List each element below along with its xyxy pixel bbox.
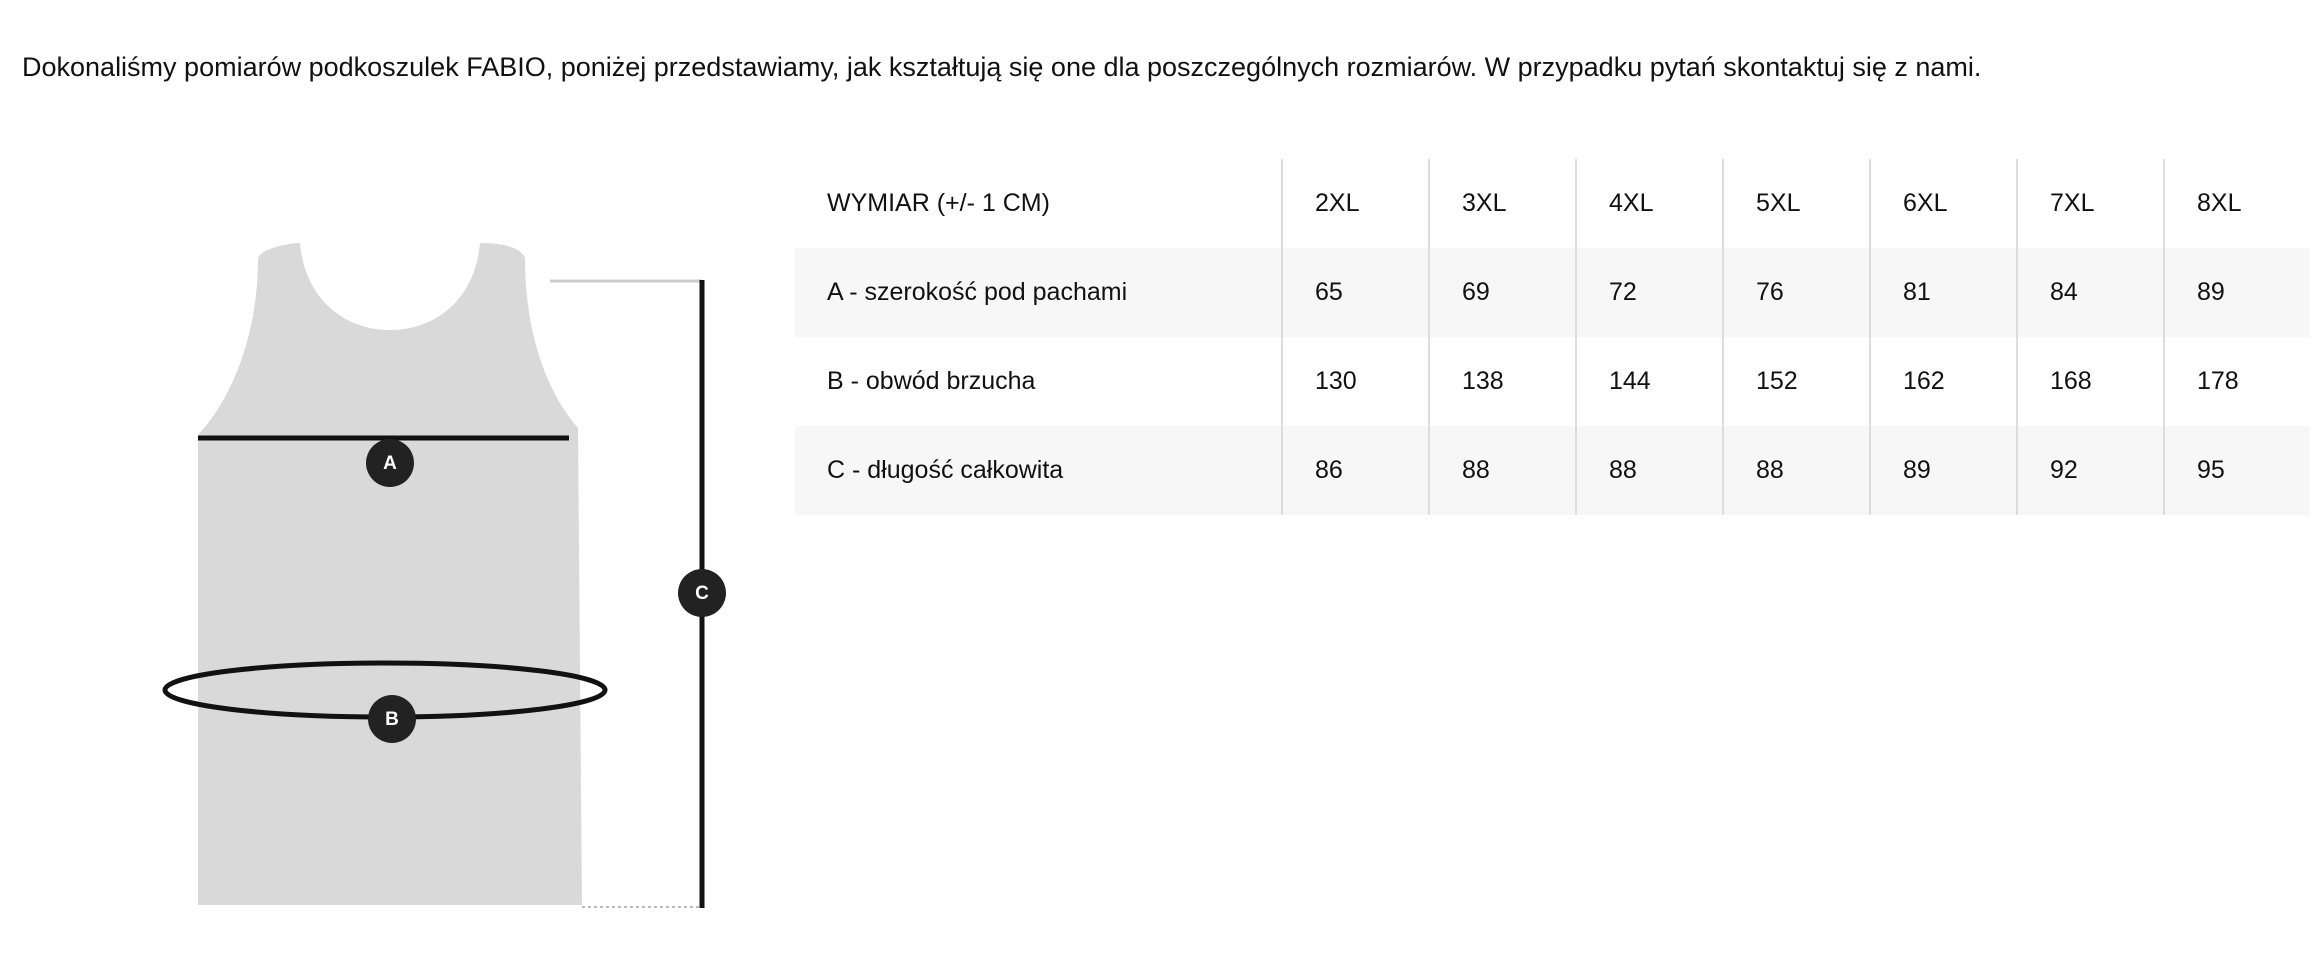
table-cell: 162 — [1869, 337, 2017, 426]
table-cell: 69 — [1428, 248, 1576, 337]
table-cell: 2XL — [1281, 159, 1429, 248]
table-cell: 88 — [1575, 426, 1723, 515]
badge-a — [366, 439, 414, 487]
table-cell: 6XL — [1869, 159, 2017, 248]
label-c: C — [695, 583, 709, 604]
label-b: B — [385, 709, 399, 730]
table-cell: 88 — [1722, 426, 1870, 515]
label-a: A — [383, 453, 397, 474]
table-cell: 81 — [1869, 248, 2017, 337]
table-cell: 84 — [2016, 248, 2164, 337]
size-diagram: A B C — [162, 243, 726, 908]
table-row: B - obwód brzucha 130 138 144 152 162 168 178 — [795, 337, 2310, 426]
tank-top — [198, 243, 582, 905]
table-cell: 130 — [1281, 337, 1429, 426]
table-cell: 4XL — [1575, 159, 1723, 248]
table-row: C - długość całkowita 86 88 88 88 89 92 95 — [795, 426, 2310, 515]
badge-b — [368, 695, 416, 743]
table-cell: 8XL — [2163, 159, 2310, 248]
size-table: WYMIAR (+/- 1 CM) 2XL 3XL 4XL 5XL 6XL 7XL 8XL A … — [795, 159, 2310, 515]
table-cell: 152 — [1722, 337, 1870, 426]
table-cell: 76 — [1722, 248, 1870, 337]
table-cell: 168 — [2016, 337, 2164, 426]
table-cell: 65 — [1281, 248, 1429, 337]
table-cell: A - szerokość pod pachami — [795, 248, 1282, 337]
table-cell: C - długość całkowita — [795, 426, 1282, 515]
table-cell: 3XL — [1428, 159, 1576, 248]
table-cell: 86 — [1281, 426, 1429, 515]
table-cell: 5XL — [1722, 159, 1870, 248]
table-cell: WYMIAR (+/- 1 CM) — [827, 189, 1050, 217]
table-cell: 95 — [2163, 426, 2310, 515]
table-cell: 88 — [1428, 426, 1576, 515]
table-cell: 89 — [2163, 248, 2310, 337]
table-cell: 89 — [1869, 426, 2017, 515]
table-cell: 138 — [1428, 337, 1576, 426]
table-cell: 178 — [2163, 337, 2310, 426]
table-row: WYMIAR (+/- 1 CM) 2XL 3XL 4XL 5XL 6XL 7XL 8XL — [795, 159, 2310, 248]
table-cell: 72 — [1575, 248, 1723, 337]
intro-text: Dokonaliśmy pomiarów podkoszulek FABIO, … — [22, 52, 1982, 82]
table-cell: 7XL — [2016, 159, 2164, 248]
table-row: A - szerokość pod pachami 65 69 72 76 81 84 89 — [795, 248, 2310, 337]
table-cell: 144 — [1575, 337, 1723, 426]
badge-c — [678, 569, 726, 617]
table-cell: 92 — [2016, 426, 2164, 515]
table-cell: B - obwód brzucha — [827, 367, 1036, 395]
